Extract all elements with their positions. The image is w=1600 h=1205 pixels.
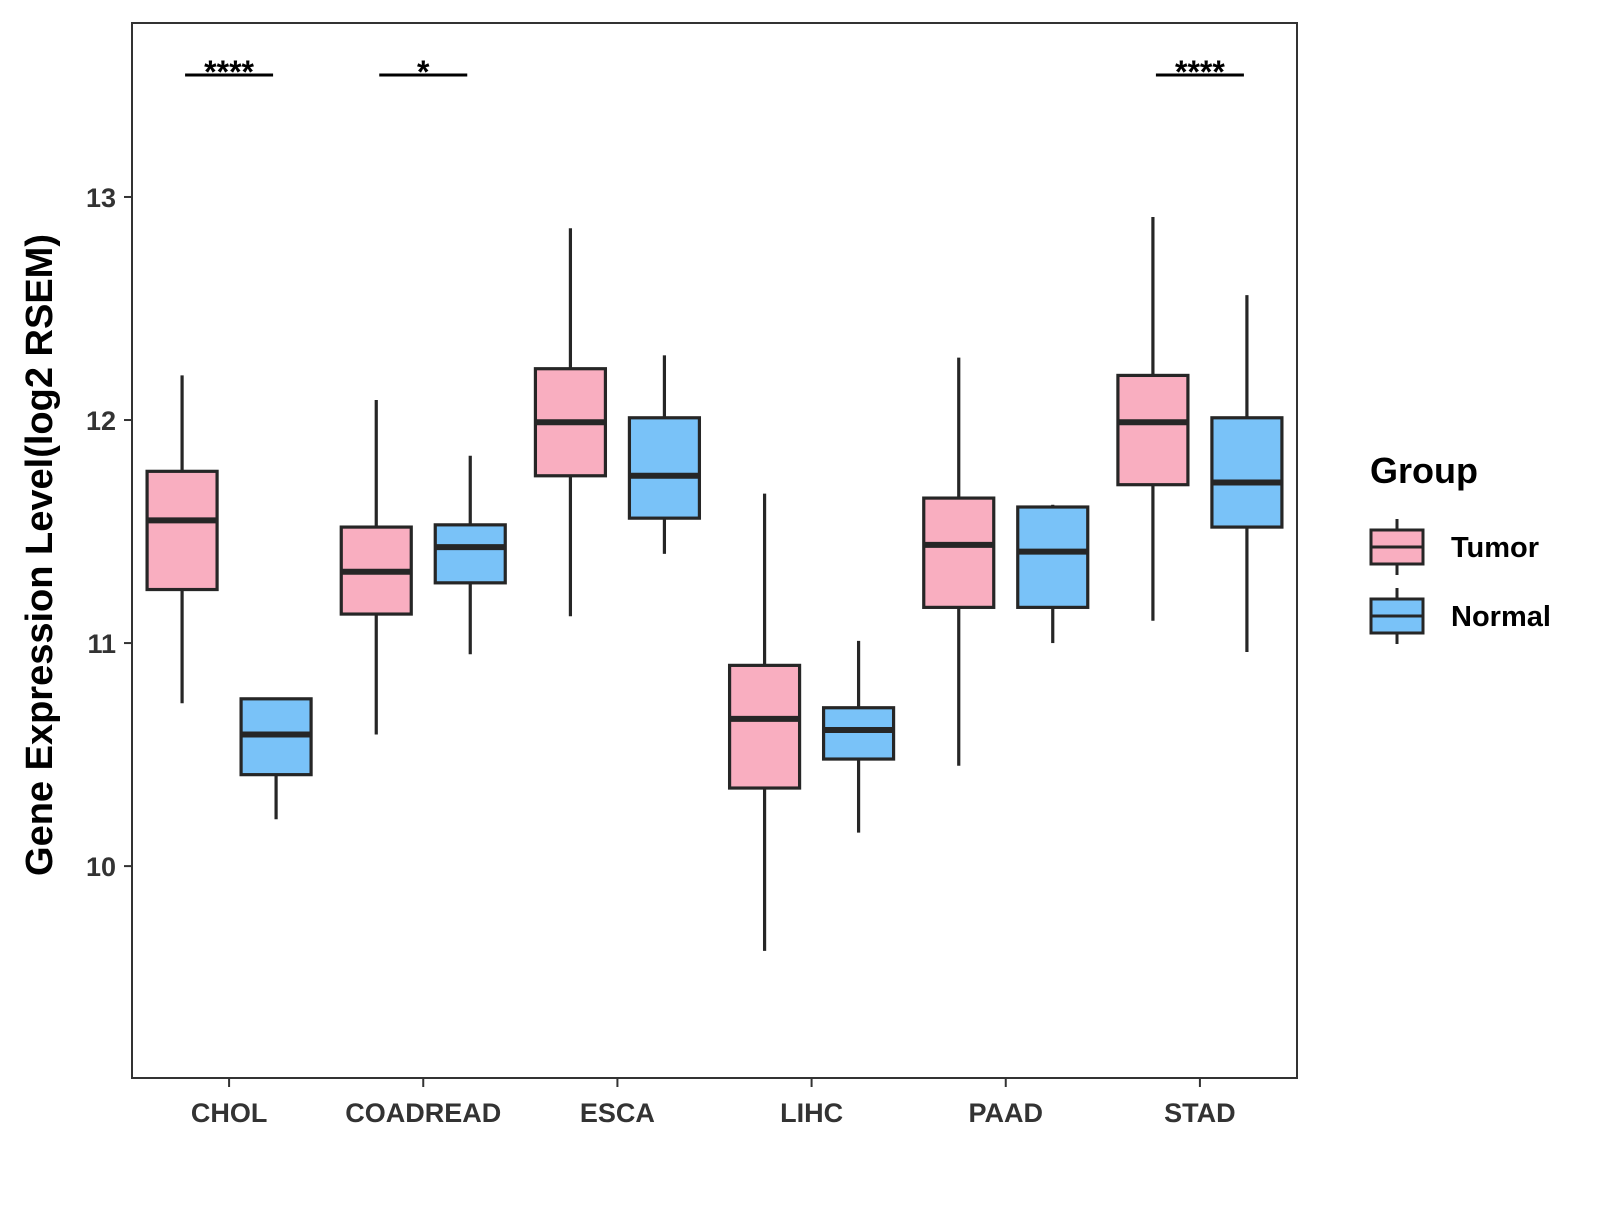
x-tick-label: STAD xyxy=(1164,1098,1236,1128)
box-normal-stad xyxy=(1210,295,1284,652)
box-normal-esca xyxy=(627,355,702,554)
plot-area: **** * **** xyxy=(145,54,1284,951)
box-body xyxy=(627,416,702,520)
x-tick-label: LIHC xyxy=(780,1098,843,1128)
box-tumor-coadread xyxy=(339,399,413,735)
box-tumor-stad xyxy=(1116,217,1190,621)
legend-label: Normal xyxy=(1451,601,1551,633)
x-tick-label: ESCA xyxy=(580,1098,655,1128)
x-tick-label: COADREAD xyxy=(345,1098,501,1128)
box-body xyxy=(821,706,896,761)
y-tick-label: 11 xyxy=(87,629,116,659)
legend-key-tumor xyxy=(1369,519,1425,575)
box-body xyxy=(1116,373,1190,487)
box-body xyxy=(1016,505,1090,609)
y-axis-title: Gene Expression Level(log2 RSEM) xyxy=(19,234,61,876)
legend-label: Tumor xyxy=(1451,532,1539,564)
y-tick-label: 12 xyxy=(86,406,116,436)
significance-label: * xyxy=(417,54,430,90)
box-body xyxy=(145,469,219,592)
box-normal-paad xyxy=(1016,504,1090,644)
box-tumor-lihc xyxy=(727,493,802,951)
panel-border xyxy=(131,22,1298,1079)
legend-key-normal xyxy=(1369,588,1425,644)
significance-label: **** xyxy=(204,54,254,90)
legend-title: Group xyxy=(1370,450,1478,491)
box-tumor-paad xyxy=(922,357,996,766)
axes: 10 11 12 13 CHOL COADREAD ESCA LIHC PAAD STAD xyxy=(86,22,1298,1128)
box-normal-coadread xyxy=(433,455,507,655)
box-normal-chol xyxy=(239,697,313,820)
box-body xyxy=(922,496,996,609)
box-body xyxy=(433,523,507,585)
x-tick-label: PAAD xyxy=(968,1098,1043,1128)
box-normal-lihc xyxy=(821,640,896,833)
legend: Group Tumor Normal xyxy=(1369,450,1551,644)
box-tumor-chol xyxy=(145,375,219,704)
x-tick-label: CHOL xyxy=(191,1098,268,1128)
y-tick-label: 10 xyxy=(86,852,116,882)
box-tumor-esca xyxy=(533,228,608,617)
y-tick-label: 13 xyxy=(86,183,116,213)
significance-label: **** xyxy=(1175,54,1225,90)
box-body xyxy=(1210,416,1284,529)
box-body xyxy=(727,663,802,790)
